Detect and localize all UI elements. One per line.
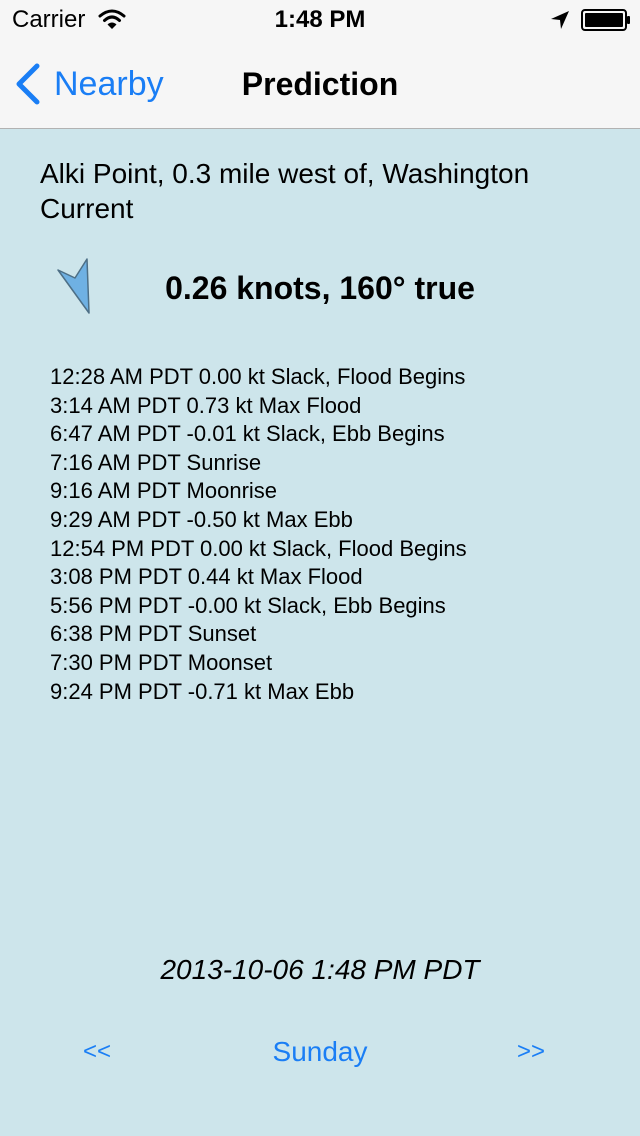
list-item: 5:56 PM PDT -0.00 kt Slack, Ebb Begins <box>50 592 446 618</box>
list-item: 3:08 PM PDT 0.44 kt Max Flood <box>50 564 363 590</box>
battery-icon <box>581 9 630 31</box>
current-reading: 0.26 knots, 160° true <box>165 270 475 306</box>
prediction-timestamp: 2013-10-06 1:48 PM PDT <box>160 954 480 985</box>
list-item: 7:30 PM PDT Moonset <box>50 649 273 675</box>
list-item: 7:16 AM PDT Sunrise <box>50 449 262 475</box>
day-label-button[interactable]: Sunday <box>272 1036 368 1067</box>
back-button-label: Nearby <box>54 65 164 103</box>
location-icon <box>551 11 569 29</box>
list-item: 9:24 PM PDT -0.71 kt Max Ebb <box>50 678 355 704</box>
list-item: 12:54 PM PDT 0.00 kt Slack, Flood Begins <box>50 535 467 561</box>
next-day-button[interactable]: >> <box>517 1038 546 1065</box>
list-item: 12:28 AM PDT 0.00 kt Slack, Flood Begins <box>50 364 466 389</box>
list-item: 6:47 AM PDT -0.01 kt Slack, Ebb Begins <box>50 421 445 447</box>
back-button[interactable]: Nearby <box>14 62 164 106</box>
navigation-bar: Nearby Prediction <box>0 40 640 129</box>
wifi-icon <box>98 9 126 29</box>
station-name: Alki Point, 0.3 mile west of, Washington… <box>40 158 530 224</box>
status-time: 1:48 PM <box>274 6 366 33</box>
chevron-left-icon <box>16 63 40 105</box>
tide-event-list: 12:28 AM PDT 0.00 kt Slack, Flood Begins… <box>50 363 467 706</box>
carrier-label: Carrier <box>12 6 86 33</box>
previous-day-button[interactable]: << <box>83 1038 112 1065</box>
list-item: 3:14 AM PDT 0.73 kt Max Flood <box>50 392 362 418</box>
list-item: 6:38 PM PDT Sunset <box>50 621 257 647</box>
list-item: 9:16 AM PDT Moonrise <box>50 478 278 504</box>
status-bar: Carrier 1:48 PM <box>0 0 640 40</box>
page-title: Prediction <box>241 66 399 102</box>
list-item: 9:29 AM PDT -0.50 kt Max Ebb <box>50 506 353 532</box>
current-direction-arrow-icon <box>57 258 90 314</box>
